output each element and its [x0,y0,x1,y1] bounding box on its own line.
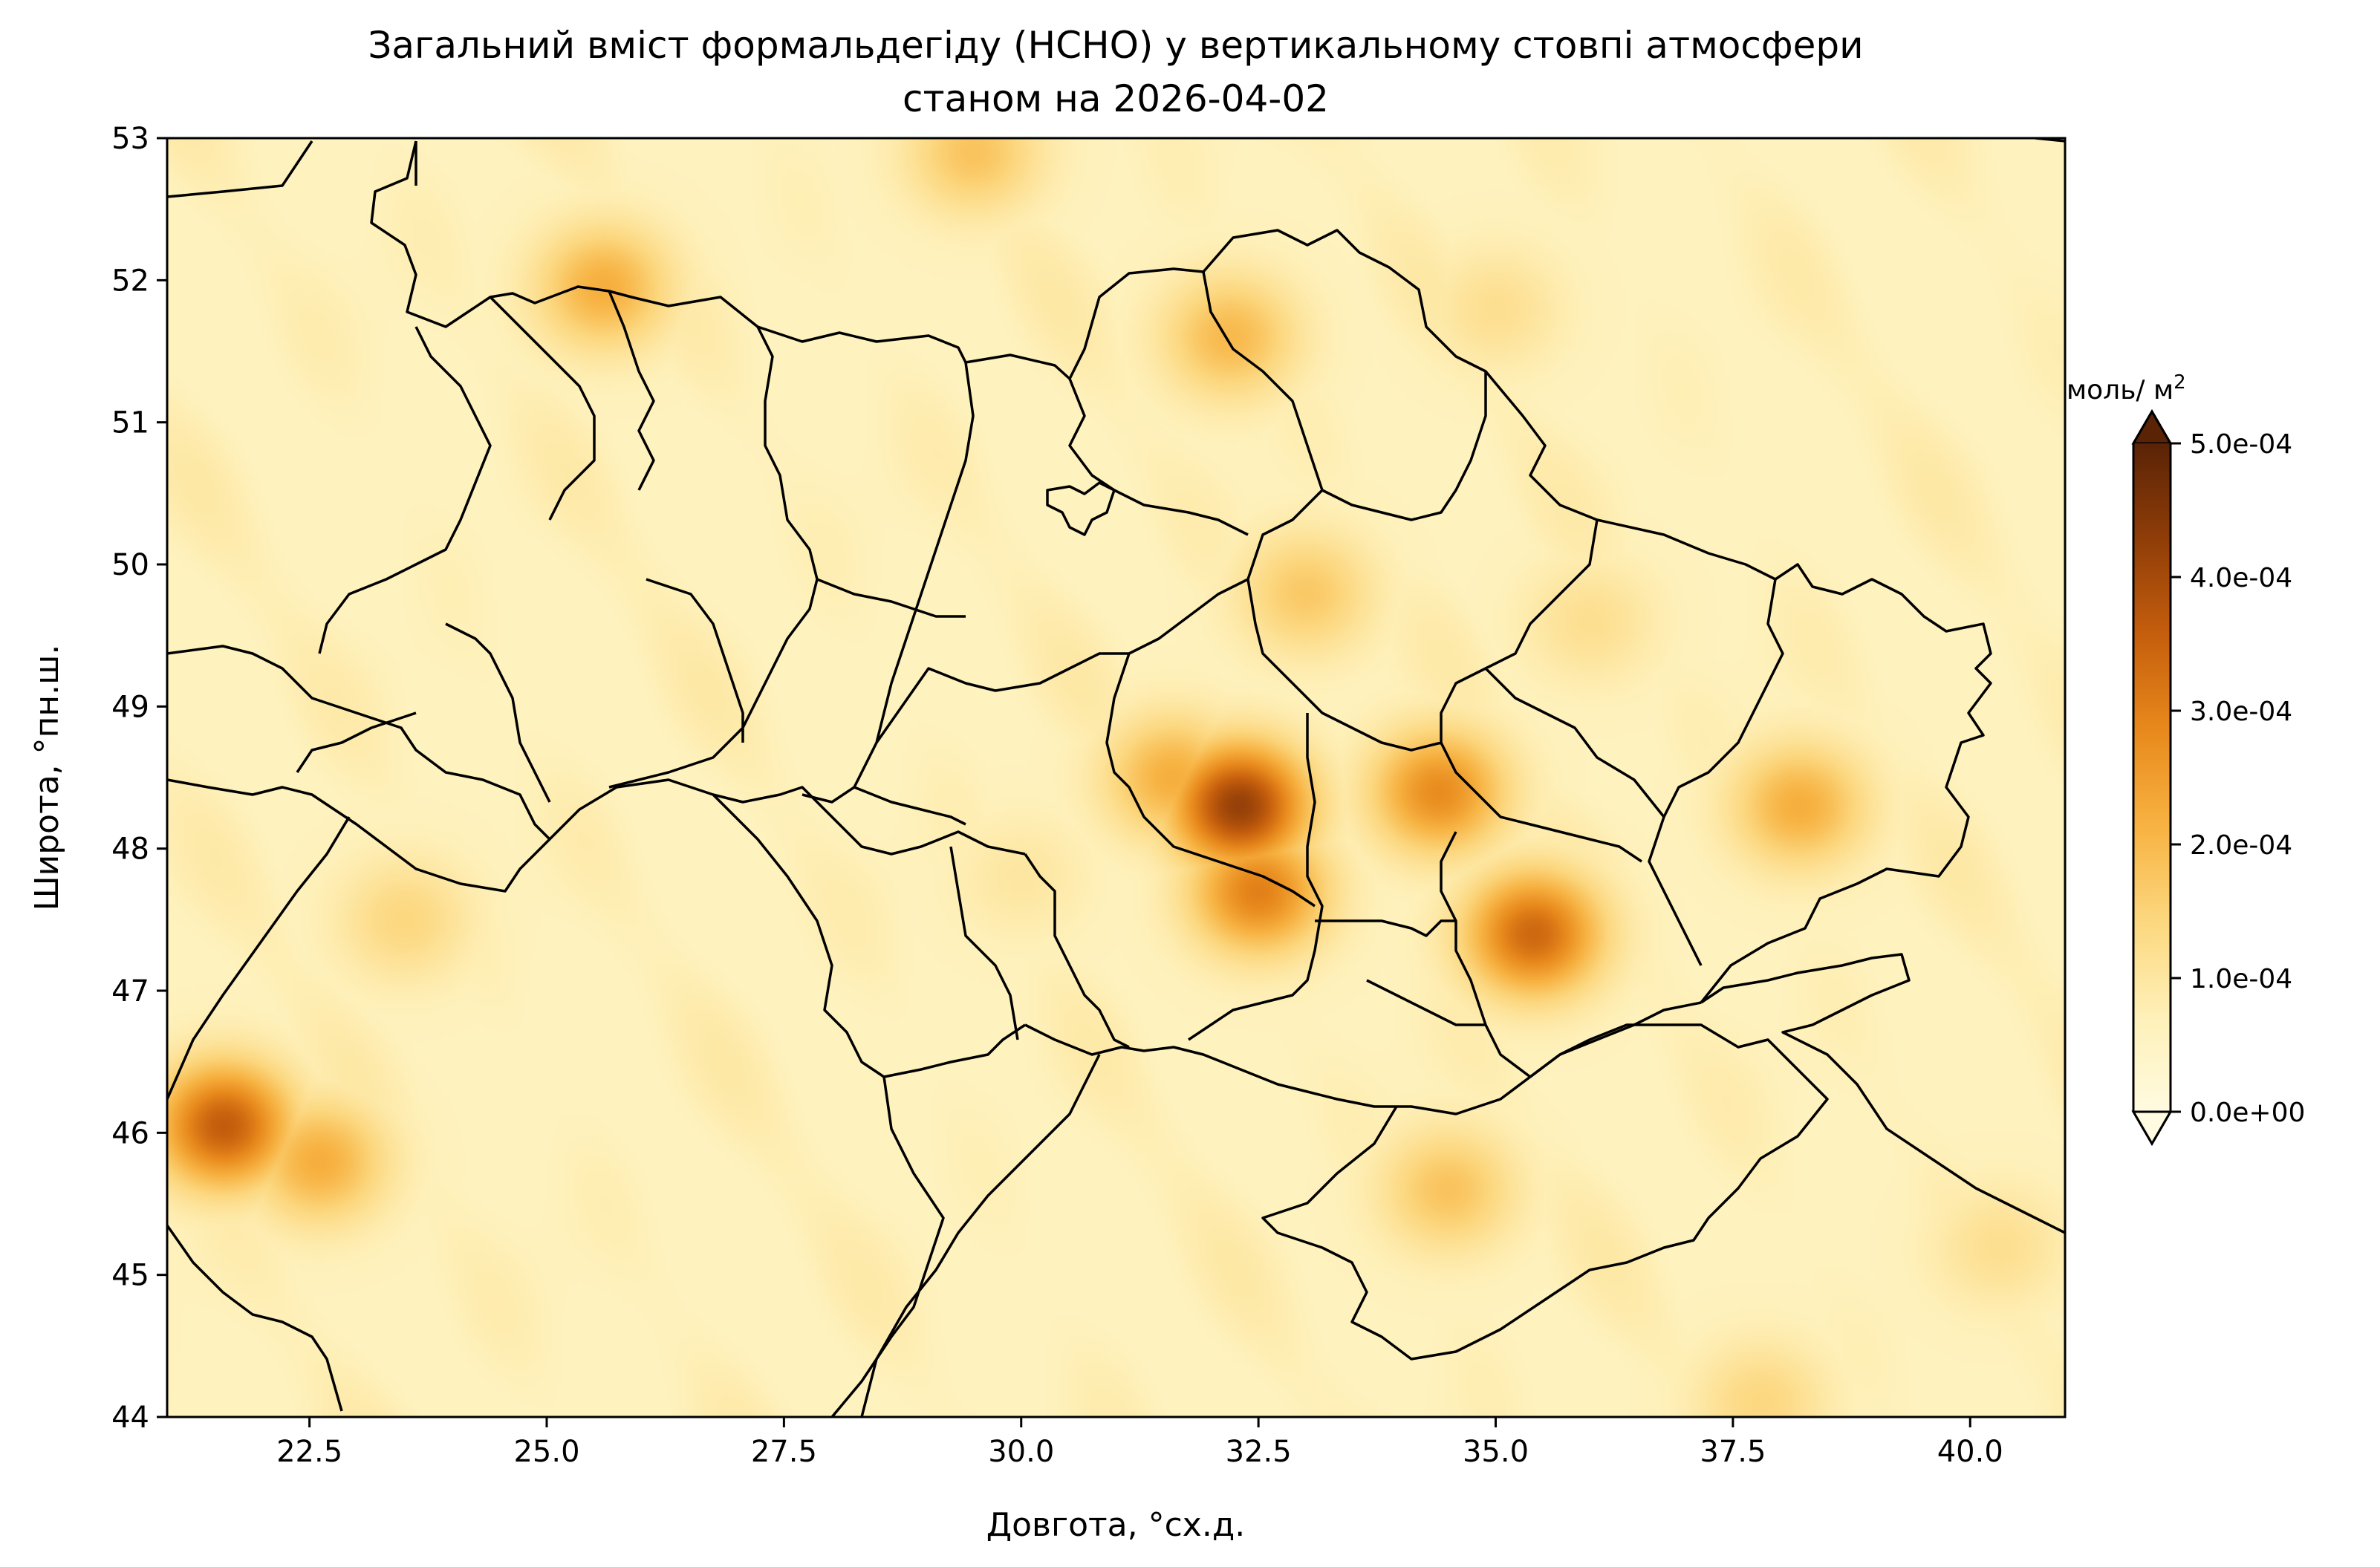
x-tick-label: 32.5 [1226,1435,1292,1469]
colorbar-extend-max [2131,409,2173,445]
x-tick-label: 25.0 [513,1435,579,1469]
y-axis-label: Широта, °пн.ш. [28,645,66,911]
map-area [167,138,2065,1417]
romania-border [167,778,945,1417]
y-tick-label: 48 [111,833,149,867]
y-tick-label: 50 [111,548,149,582]
colorbar-tick-label: 2.0e-04 [2190,830,2292,861]
ukraine-east-border [1596,518,1992,1004]
x-axis-label: Довгота, °сх.д. [986,1506,1245,1544]
y-tick-label: 46 [111,1116,149,1150]
x-tick-label: 27.5 [751,1435,817,1469]
colorbar-unit-sup: 2 [2173,371,2186,394]
ukraine-north-border [370,140,1598,521]
borders [167,138,2065,1417]
kyiv-city-border [1046,481,1116,536]
y-tick-label: 53 [111,122,149,156]
map-frame [166,137,2067,1418]
colorbar-tick-label: 0.0e+00 [2190,1098,2305,1128]
x-tick-label: 35.0 [1463,1435,1529,1469]
colorbar-gradient [2133,443,2171,1112]
x-tick-label: 37.5 [1700,1435,1766,1469]
y-tick-label: 51 [111,406,149,440]
colorbar-tick-label: 1.0e-04 [2190,964,2292,994]
x-tick-label: 40.0 [1937,1435,2003,1469]
colorbar-tick-label: 4.0e-04 [2190,563,2292,593]
colorbar: моль/ м2 0.0e+00 1.0e-04 2.0e-04 3.0e-04 4.0… [2067,371,2305,1146]
x-tick-label: 30.0 [988,1435,1054,1469]
concentration-heatmap [167,138,2065,1417]
x-tick-label: 22.5 [276,1435,342,1469]
oblast-borders [296,271,1784,1078]
chart-title-line2: станом на 2026-04-02 [903,77,1329,120]
colorbar-ticks: 0.0e+00 1.0e-04 2.0e-04 3.0e-04 4.0e-04 5.0e-… [2171,429,2305,1128]
chart-title-line1: Загальний вміст формальдегіду (HCHO) у в… [368,24,1863,67]
crimea-coast [1261,1023,1829,1361]
azov-coast [1700,953,2065,1234]
y-tick-label: 45 [111,1259,149,1293]
x-axis: 22.5 25.0 27.5 30.0 32.5 35.0 37.5 40.0 [276,1417,2003,1469]
black-sea-coast [860,1001,1702,1417]
y-axis: 44 45 46 47 48 49 50 51 52 53 [111,122,167,1435]
colorbar-tick-label: 5.0e-04 [2190,429,2292,460]
y-tick-label: 44 [111,1401,149,1435]
colorbar-unit-label: моль/ м2 [2067,371,2186,405]
y-tick-label: 49 [111,690,149,724]
y-tick-label: 47 [111,974,149,1009]
colorbar-unit-text: моль/ м [2067,375,2173,405]
colorbar-extend-min [2131,1110,2173,1146]
colorbar-tick-label: 3.0e-04 [2190,697,2292,727]
belarus-border [167,140,313,198]
moldova-border [712,793,1026,1078]
ukraine-west-border [167,141,1026,856]
y-tick-label: 52 [111,264,149,298]
